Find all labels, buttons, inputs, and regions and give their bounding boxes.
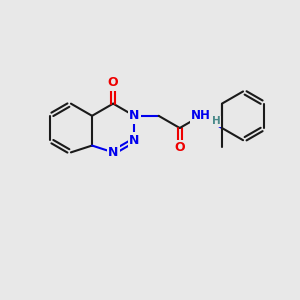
- Text: O: O: [108, 76, 118, 89]
- Text: N: N: [108, 146, 118, 159]
- Text: H: H: [212, 116, 221, 127]
- Text: NH: NH: [191, 109, 211, 122]
- Text: N: N: [129, 134, 140, 147]
- Text: N: N: [129, 109, 140, 122]
- Text: O: O: [174, 142, 185, 154]
